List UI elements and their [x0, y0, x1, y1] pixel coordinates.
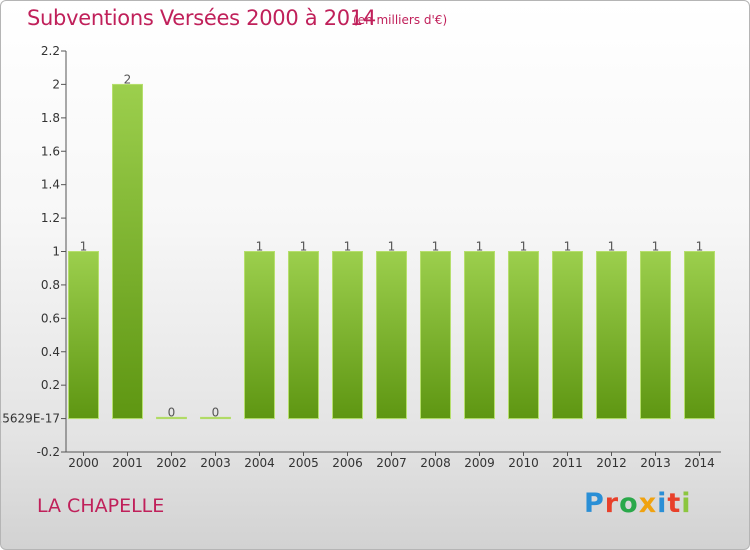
x-tick-label: 2010 — [508, 456, 539, 470]
bar-value-label: 1 — [476, 240, 484, 254]
y-tick-label: 0.2 — [41, 378, 60, 392]
y-tick-label: 2 — [52, 77, 60, 91]
x-tick-label: 2011 — [552, 456, 583, 470]
y-tick-label: 0.6 — [41, 311, 60, 325]
bar-value-label: 1 — [608, 240, 616, 254]
commune-name: LA CHAPELLE — [37, 495, 165, 517]
y-tick-label: 1.6 — [41, 144, 60, 158]
y-axis-ticks: -0.2 -1.15629E-17 0.2 0.4 0.6 0.8 1 1.2 1.4 1.6 1.… — [1, 44, 66, 459]
chart-unit-subtitle: (en milliers d'€) — [353, 13, 448, 27]
bar-value-label: 2 — [124, 72, 132, 86]
x-tick-label: 2008 — [420, 456, 451, 470]
x-tick-label: 2007 — [376, 456, 407, 470]
y-tick-label: 0.4 — [41, 345, 60, 359]
x-tick-label: 2005 — [288, 456, 319, 470]
bar — [420, 251, 451, 420]
bar — [552, 251, 583, 420]
bar-value-label: 1 — [432, 240, 440, 254]
y-tick-label: 1.4 — [41, 178, 60, 192]
bar — [200, 416, 231, 420]
bar — [640, 251, 671, 420]
bar — [68, 251, 99, 420]
bar-value-label: 1 — [300, 240, 308, 254]
x-tick-label: 2000 — [68, 456, 99, 470]
x-tick-label: 2012 — [596, 456, 627, 470]
bar-value-label: 1 — [388, 240, 396, 254]
bar — [332, 251, 363, 420]
x-axis-ticks: 2000 2001 2002 2003 2004 2005 2006 2007 2008 2009… — [68, 452, 715, 470]
x-tick-label: 2006 — [332, 456, 363, 470]
bar — [244, 251, 275, 420]
y-tick-label: 2.2 — [41, 44, 60, 58]
bar — [684, 251, 715, 420]
bar-value-label: 1 — [80, 240, 88, 254]
y-tick-label: -0.2 — [37, 445, 60, 459]
bar — [508, 251, 539, 420]
x-tick-label: 2009 — [464, 456, 495, 470]
y-tick-label: 1.2 — [41, 211, 60, 225]
bar-value-label: 1 — [344, 240, 352, 254]
x-tick-label: 2003 — [200, 456, 231, 470]
bar-value-label: 0 — [168, 405, 176, 419]
bar-value-label: 1 — [652, 240, 660, 254]
bar — [112, 83, 143, 420]
bar-labels-group: 1 2 0 0 1 1 1 1 1 1 1 1 1 1 1 — [80, 72, 704, 419]
x-tick-label: 2013 — [640, 456, 671, 470]
y-tick-label: 1 — [52, 245, 60, 259]
x-tick-label: 2004 — [244, 456, 275, 470]
bar — [596, 251, 627, 420]
bars-group — [68, 83, 715, 420]
y-tick-label: 0.8 — [41, 278, 60, 292]
x-tick-label: 2001 — [112, 456, 143, 470]
proxiti-logo[interactable]: Proxiti — [584, 488, 692, 519]
bar — [156, 416, 187, 420]
bar-value-label: 1 — [520, 240, 528, 254]
y-tick-label: 1.8 — [41, 111, 60, 125]
x-tick-label: 2014 — [684, 456, 715, 470]
bar-value-label: 1 — [256, 240, 264, 254]
bar-value-label: 1 — [564, 240, 572, 254]
x-tick-label: 2002 — [156, 456, 187, 470]
chart-title: Subventions Versées 2000 à 2014 — [27, 6, 376, 30]
bar-value-label: 1 — [696, 240, 704, 254]
bar-value-label: 0 — [212, 405, 220, 419]
bar — [288, 251, 319, 420]
bar — [464, 251, 495, 420]
y-tick-label: -1.15629E-17 — [1, 412, 60, 426]
bar — [376, 251, 407, 420]
